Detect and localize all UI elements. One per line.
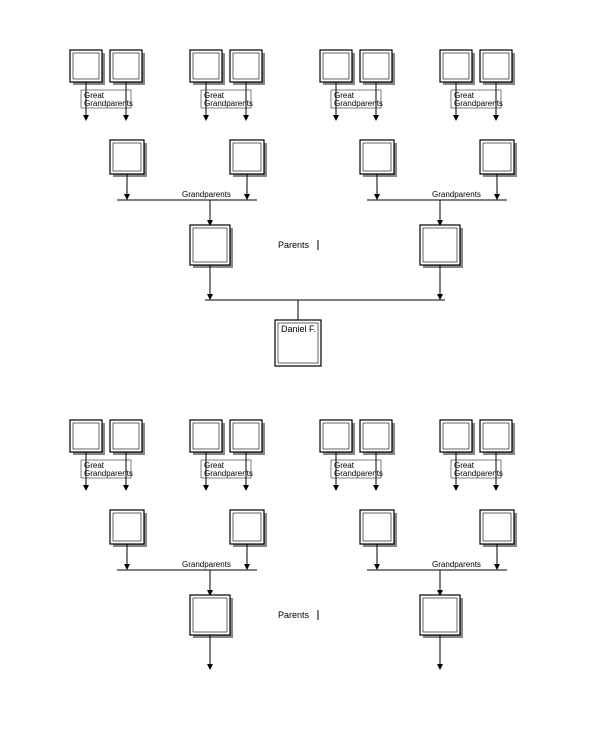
gg-box-1-5-inner [363,423,389,449]
gg-box-1-4-inner [323,423,349,449]
gg-box-0-1-inner [113,53,139,79]
family-tree-diagram: GreatGrandparentsGreatGrandparentsGreatG… [0,0,600,730]
gg-box-0-7-inner [483,53,509,79]
gp-box-1-0-inner [113,513,141,541]
parent-box-0-0-inner [193,228,227,262]
gg-box-1-2-inner [193,423,219,449]
gg-box-0-5-inner [363,53,389,79]
gp-box-1-1-inner [233,513,261,541]
parent-box-0-1-inner [423,228,457,262]
gp-box-0-1-inner [233,143,261,171]
parents-label-1: Parents [278,610,310,620]
gp-label-0-0: Grandparents [182,190,231,199]
parents-label-0: Parents [278,240,310,250]
gp-label-1-1: Grandparents [432,560,481,569]
gp-box-1-2-inner [363,513,391,541]
parent-box-1-0-inner [193,598,227,632]
gp-label-1-0: Grandparents [182,560,231,569]
gg-box-1-1-inner [113,423,139,449]
parent-box-1-1-inner [423,598,457,632]
gg-box-1-7-inner [483,423,509,449]
gg-box-1-3-inner [233,423,259,449]
gp-label-0-1: Grandparents [432,190,481,199]
gg-box-0-4-inner [323,53,349,79]
gg-box-0-3-inner [233,53,259,79]
gp-box-0-0-inner [113,143,141,171]
gg-box-0-6-inner [443,53,469,79]
gp-box-1-3-inner [483,513,511,541]
gg-box-0-2-inner [193,53,219,79]
child-label-0: Daniel F. [281,324,316,334]
gg-box-0-0-inner [73,53,99,79]
gg-box-1-0-inner [73,423,99,449]
gg-box-1-6-inner [443,423,469,449]
gp-box-0-2-inner [363,143,391,171]
gp-box-0-3-inner [483,143,511,171]
